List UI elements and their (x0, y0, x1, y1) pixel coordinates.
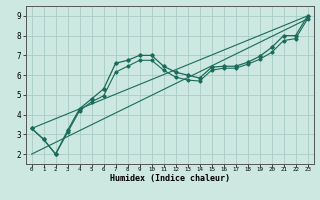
X-axis label: Humidex (Indice chaleur): Humidex (Indice chaleur) (109, 174, 230, 183)
